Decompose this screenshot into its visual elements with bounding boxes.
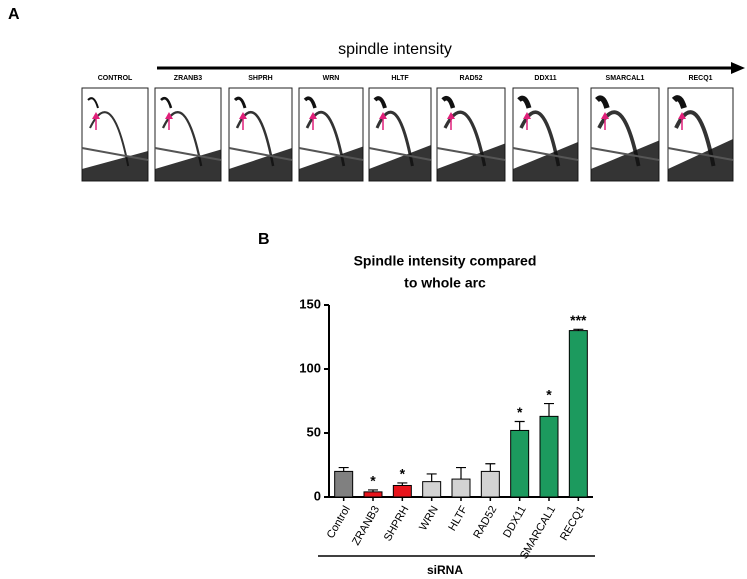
panel-label: B (258, 231, 270, 248)
gel-streak (298, 147, 364, 161)
error-bar (573, 328, 584, 331)
gel-spindle (233, 96, 247, 109)
gel-streak (436, 147, 506, 161)
gel-arc (597, 110, 641, 167)
error-bar (426, 473, 437, 482)
bar (451, 478, 471, 498)
gel-band (369, 145, 431, 181)
error-bar (544, 402, 554, 417)
lane-label: RAD52 (460, 75, 483, 82)
pink-arrow-head (309, 112, 317, 119)
pink-arrow-head (92, 112, 100, 119)
bar (334, 470, 354, 498)
error-bar (514, 420, 525, 431)
y-tick-label: 0 (314, 488, 321, 503)
x-tick-label: HLTF (446, 504, 470, 533)
bar (480, 470, 500, 498)
error-bar (485, 463, 496, 472)
arrow-head (731, 62, 745, 74)
significance: * (546, 386, 552, 402)
lane-label: DDX11 (534, 75, 556, 82)
gel-streak (81, 147, 149, 161)
significance: *** (570, 312, 587, 328)
error-bar (397, 482, 408, 486)
y-tick-label: 100 (299, 360, 321, 375)
gel-arc (161, 111, 203, 167)
gel-streak (667, 147, 734, 161)
pink-arrow-head (523, 112, 531, 119)
gel-spindle (671, 95, 687, 109)
gel-spindle (517, 95, 532, 109)
lane-label: WRN (323, 75, 340, 82)
lane-label: CONTROL (98, 75, 133, 82)
chart-title: to whole arc (404, 275, 486, 291)
bar (422, 481, 442, 498)
gel-spindle (160, 97, 173, 109)
error-bar (368, 489, 378, 492)
gel-spindle (595, 95, 610, 109)
gel-band (668, 139, 733, 181)
lane-label: ZRANB3 (174, 75, 202, 82)
pink-arrow-head (447, 112, 455, 119)
significance: * (400, 466, 406, 482)
significance: * (517, 404, 523, 420)
lane-label: SHPRH (248, 75, 273, 82)
x-tick-label: ZRANB3 (350, 504, 382, 548)
x-tick-label: RECQ1 (558, 504, 587, 543)
x-tick-label: WRN (417, 504, 441, 533)
lane-label: SMARCAL1 (606, 75, 645, 82)
pink-arrow-head (165, 112, 173, 119)
error-bar (338, 466, 349, 472)
gel-band (513, 142, 578, 181)
significance: * (370, 473, 376, 489)
bar (568, 330, 588, 498)
gel-arc (89, 111, 130, 167)
gel-streak (368, 147, 432, 161)
gel-band (437, 143, 505, 181)
bar (539, 415, 559, 498)
gel-streak (154, 147, 222, 161)
bar (392, 484, 412, 498)
arrow-label: spindle intensity (338, 41, 452, 58)
x-tick-label: SHPRH (382, 504, 412, 543)
pink-arrow-head (678, 112, 686, 119)
gel-arc (375, 110, 414, 167)
panel-label: A (8, 6, 20, 23)
gel-spindle (441, 96, 456, 109)
gel-streak (512, 147, 579, 161)
pink-arrow-head (239, 112, 247, 119)
lane-label: RECQ1 (688, 75, 712, 82)
x-axis-label: siRNA (427, 563, 463, 577)
gel-streak (590, 147, 660, 161)
chart-title: Spindle intensity compared (354, 253, 537, 269)
gel-band (591, 140, 659, 181)
gel-band (299, 146, 363, 181)
gel-spindle (373, 96, 387, 109)
gel-arc (305, 110, 346, 167)
gel-arc (235, 110, 275, 167)
x-tick-label: RAD52 (471, 504, 499, 541)
bar (363, 491, 383, 498)
gel-arc (443, 110, 487, 167)
gel-band (82, 151, 148, 181)
pink-arrow-head (379, 112, 387, 119)
gel-spindle (303, 96, 317, 109)
lane-label: HLTF (391, 75, 409, 82)
gel-spindle (87, 97, 99, 109)
gel-streak (228, 147, 293, 161)
gel-arc (519, 110, 561, 167)
pink-arrow-head (601, 112, 609, 119)
error-bar (456, 466, 466, 480)
x-tick-label: DDX11 (501, 504, 529, 540)
y-tick-label: 50 (307, 424, 321, 439)
x-tick-label: Control (325, 504, 353, 541)
y-tick-label: 150 (299, 296, 321, 311)
bar (510, 429, 530, 498)
